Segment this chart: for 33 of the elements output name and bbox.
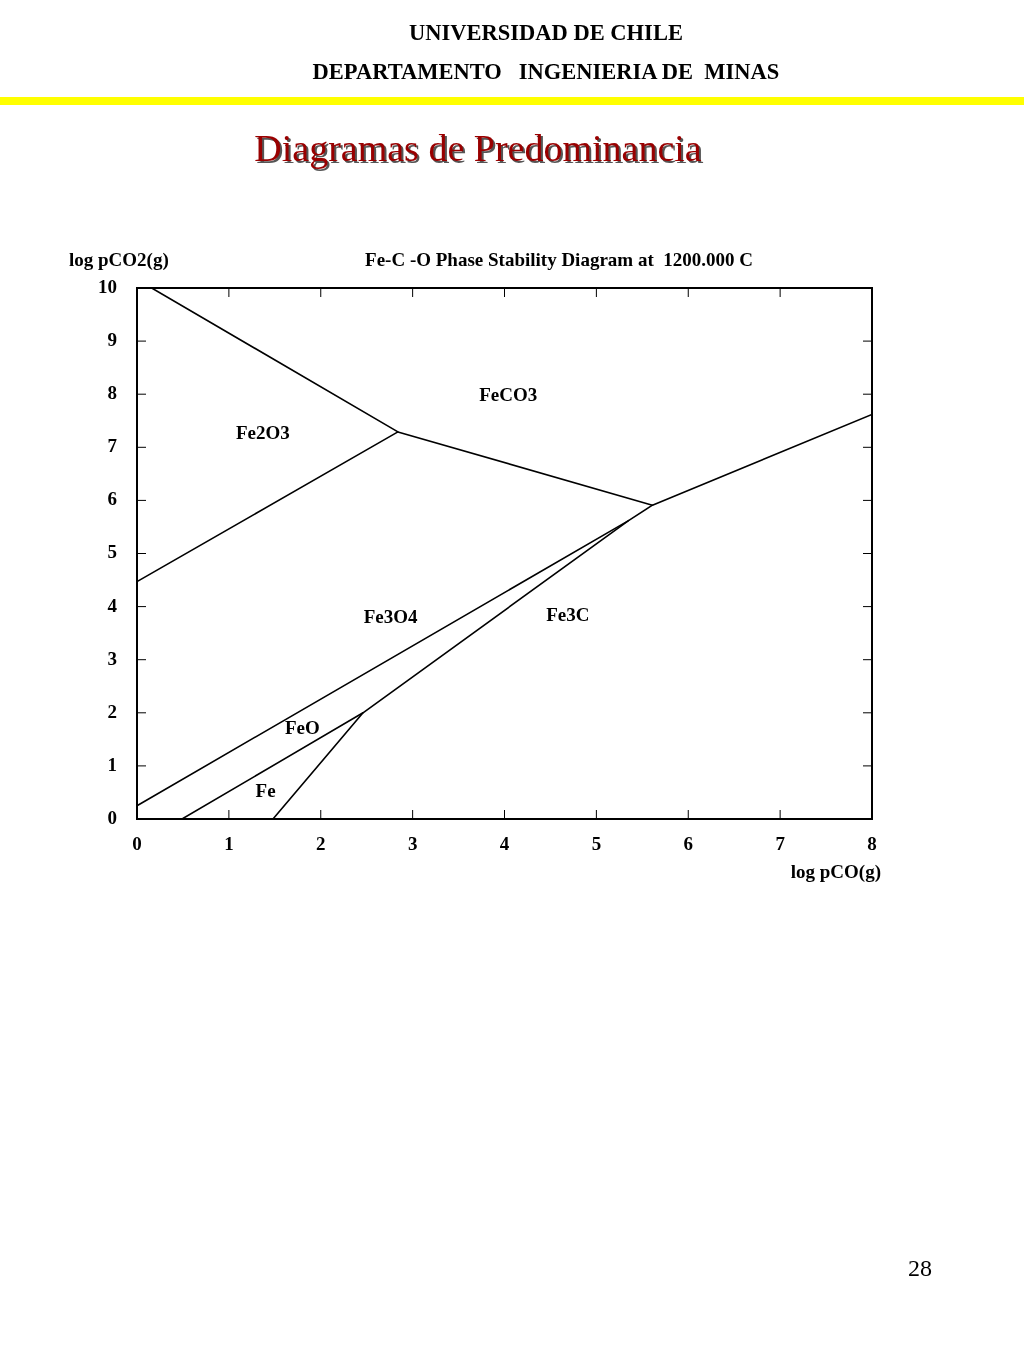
- annotation: FeO: [284, 716, 320, 738]
- annotation: Fe3C: [546, 604, 590, 626]
- x-tick-label: 4: [499, 833, 510, 855]
- y-tick-label: 6: [107, 488, 117, 510]
- annotation: FeCO3: [479, 383, 538, 405]
- x-tick-label: 1: [224, 833, 234, 855]
- y-tick-label: 1: [107, 753, 117, 775]
- x-tick-label: 8: [867, 833, 877, 855]
- y-tick-label: 10: [98, 275, 117, 297]
- x-tick-label: 7: [775, 833, 786, 855]
- y-tick-label: 5: [107, 541, 117, 563]
- annotation: Fe2O3: [235, 421, 290, 443]
- chart-title: Diagramas de Predominancia: [253, 127, 703, 169]
- y-tick-label: 0: [107, 806, 117, 828]
- x-axis-title: log pCO(g): [790, 860, 881, 883]
- y-tick-label: 9: [107, 329, 117, 351]
- chart-subtitle: Fe-C -O Phase Stability Diagram at 1200.000 C: [365, 248, 753, 270]
- x-tick-label: 6: [683, 833, 693, 855]
- x-tick-label: 5: [591, 833, 602, 855]
- text: 28: [907, 1254, 932, 1282]
- x-tick-label: 3: [407, 833, 418, 855]
- y-tick-label: 4: [107, 594, 118, 616]
- text: DEPARTAMENTO INGENIERIA DE MINAS: [311, 59, 781, 85]
- text: UNIVERSIDAD DE CHILE: [408, 20, 684, 46]
- x-tick-label: 0: [132, 833, 142, 855]
- annotation: Fe3O4: [363, 605, 418, 627]
- y-axis-title: log pCO2(g): [69, 248, 169, 271]
- y-tick-label: 7: [107, 435, 118, 457]
- annotation: Fe: [255, 780, 276, 802]
- y-tick-label: 3: [107, 647, 117, 669]
- y-tick-label: 2: [107, 700, 117, 722]
- y-tick-label: 8: [107, 382, 117, 404]
- x-tick-label: 2: [316, 833, 326, 855]
